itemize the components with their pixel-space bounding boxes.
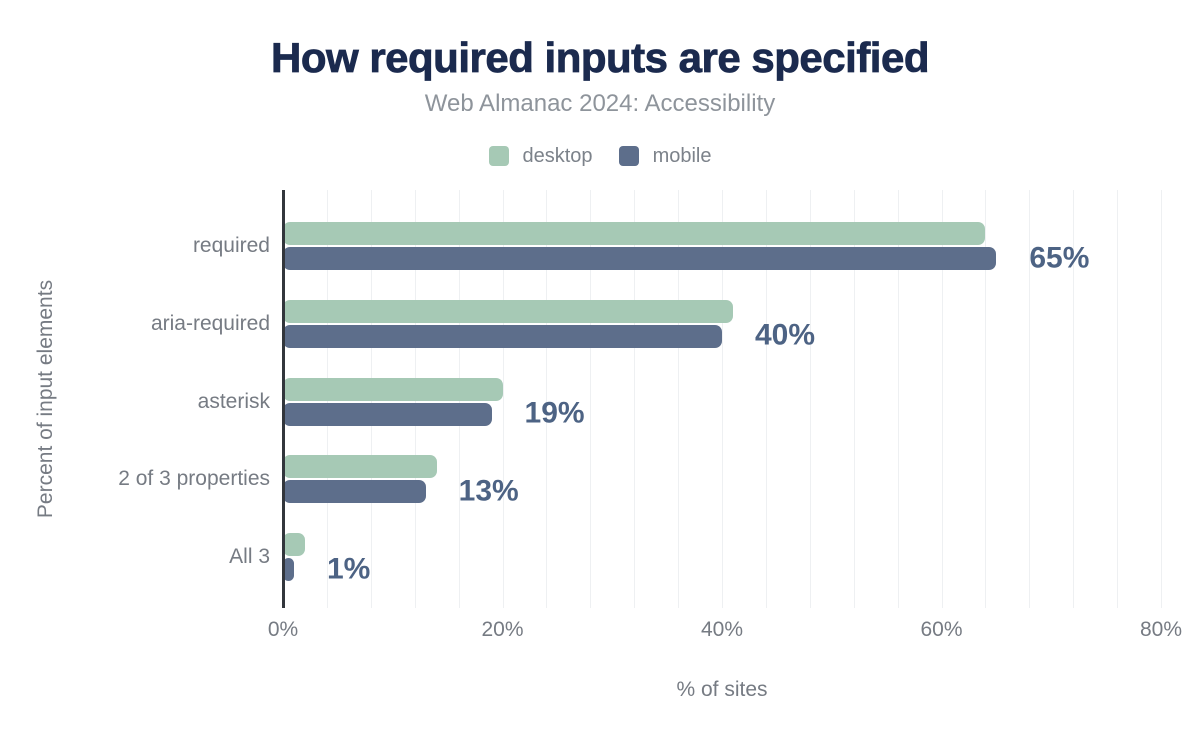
legend-label-mobile: mobile bbox=[652, 144, 712, 167]
gridline bbox=[678, 190, 680, 608]
gridline bbox=[853, 190, 855, 608]
legend-item-desktop[interactable]: desktop bbox=[488, 144, 593, 168]
x-tick-20pct: 20% bbox=[481, 618, 524, 641]
value-label-required: 65% bbox=[1029, 240, 1090, 274]
legend-swatch-mobile bbox=[618, 146, 639, 166]
gridline bbox=[502, 190, 504, 608]
bar-mobile-2-of-3-properties[interactable] bbox=[283, 480, 426, 504]
bar-mobile-required[interactable] bbox=[283, 247, 997, 270]
chart-subtitle: Web Almanac 2024: Accessibility bbox=[424, 90, 776, 117]
gridline bbox=[897, 190, 899, 608]
bar-desktop-2-of-3-properties[interactable] bbox=[283, 455, 437, 479]
gridline bbox=[765, 190, 767, 608]
category-label-2-of-3-properties: 2 of 3 properties bbox=[118, 467, 270, 491]
legend-swatch-desktop bbox=[488, 146, 509, 166]
gridline bbox=[1073, 190, 1075, 608]
gridline bbox=[546, 190, 548, 608]
plot-area bbox=[282, 190, 1162, 608]
bar-desktop-aria-required[interactable] bbox=[283, 299, 733, 323]
gridline bbox=[722, 190, 723, 608]
legend-label-desktop: desktop bbox=[522, 144, 593, 167]
legend: desktop mobile bbox=[0, 143, 1200, 169]
x-tick-40pct: 40% bbox=[700, 618, 744, 641]
category-label-all-3: All 3 bbox=[229, 545, 270, 568]
x-tick-60pct: 60% bbox=[920, 618, 963, 641]
x-tick-80pct: 80% bbox=[1139, 618, 1183, 641]
x-axis-title: % of sites bbox=[676, 678, 768, 701]
x-tick-0pct: 0% bbox=[267, 618, 299, 641]
bar-mobile-all-3[interactable] bbox=[283, 558, 294, 581]
category-label-aria-required: aria-required bbox=[150, 311, 270, 335]
bar-desktop-all-3[interactable] bbox=[283, 533, 305, 556]
gridline bbox=[941, 190, 943, 608]
value-label-2-of-3-properties: 13% bbox=[458, 474, 519, 508]
gridline bbox=[1117, 190, 1119, 608]
gridline bbox=[1029, 190, 1031, 608]
y-axis-line bbox=[282, 190, 285, 608]
value-label-all-3: 1% bbox=[326, 551, 371, 585]
chart-title: How required inputs are specified bbox=[271, 34, 930, 81]
bar-mobile-asterisk[interactable] bbox=[283, 402, 492, 426]
category-label-required: required bbox=[192, 234, 270, 257]
bar-desktop-required[interactable] bbox=[283, 222, 986, 245]
category-label-asterisk: asterisk bbox=[197, 389, 270, 413]
gridline bbox=[1161, 190, 1162, 608]
value-label-aria-required: 40% bbox=[755, 318, 816, 352]
gridline bbox=[985, 190, 987, 608]
gridline bbox=[634, 190, 636, 608]
value-label-asterisk: 19% bbox=[524, 396, 585, 430]
gridline bbox=[809, 190, 811, 608]
legend-item-mobile[interactable]: mobile bbox=[618, 144, 712, 168]
bar-mobile-aria-required[interactable] bbox=[283, 324, 722, 348]
bar-desktop-asterisk[interactable] bbox=[283, 377, 503, 401]
gridline bbox=[590, 190, 592, 608]
